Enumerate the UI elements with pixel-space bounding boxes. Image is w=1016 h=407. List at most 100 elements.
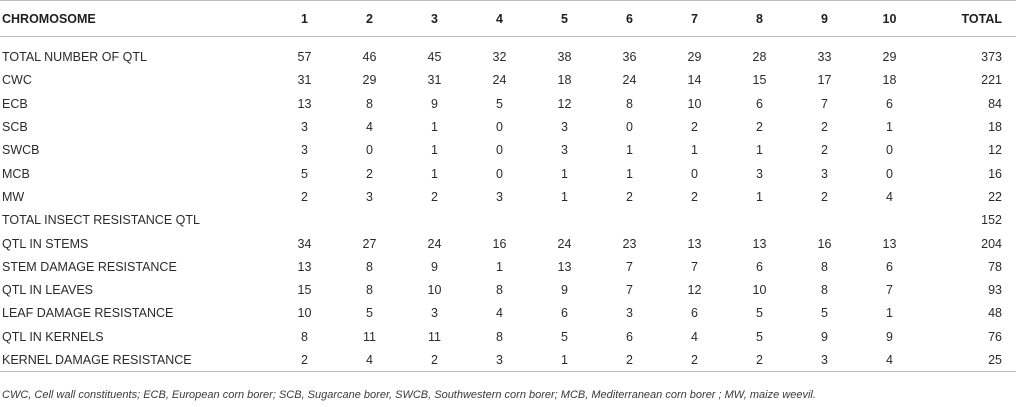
table-cell: 6 (886, 259, 893, 274)
table-row: TOTAL NUMBER OF QTL 57 46 45 32 38 36 29 28 33 29 3… (0, 46, 1016, 69)
table-cell: 2 (301, 189, 308, 204)
table-cell: 1 (496, 259, 503, 274)
table-cell: 4 (337, 348, 402, 373)
table-cell: 5 (301, 166, 308, 181)
table-cell: 0 (496, 120, 503, 135)
table-cell: 1 (756, 189, 763, 204)
table-cell (792, 209, 857, 232)
table-cell: 2 (821, 143, 828, 158)
table-cell: 0 (886, 143, 893, 158)
table-cell: 5 (821, 306, 828, 321)
table-cell: 8 (366, 259, 373, 274)
table-cell: 7 (626, 259, 633, 274)
row-label: MCB (2, 166, 30, 181)
table-cell: 9 (431, 96, 438, 111)
table-cell: 38 (557, 50, 572, 65)
table-cell: 2 (691, 189, 698, 204)
table-cell: 34 (297, 236, 312, 251)
table-cell: 8 (821, 259, 828, 274)
row-total: 76 (988, 329, 1002, 344)
header-column: 5 (532, 0, 597, 37)
table-cell: 2 (691, 120, 698, 135)
table-cell: 10 (427, 283, 442, 298)
table-cell: 7 (626, 283, 633, 298)
table-body: TOTAL NUMBER OF QTL 57 46 45 32 38 36 29 28 33 29 3… (0, 37, 1016, 373)
table-cell: 1 (626, 143, 633, 158)
table-cell: 6 (756, 259, 763, 274)
table-cell: 3 (496, 189, 503, 204)
table-cell: 3 (561, 143, 568, 158)
header-column: 2 (337, 0, 402, 37)
table-cell: 3 (431, 306, 438, 321)
table-cell: 4 (857, 348, 922, 373)
table-cell: 1 (431, 143, 438, 158)
table-cell: 32 (492, 50, 507, 65)
table-cell: 29 (362, 73, 377, 88)
table-cell (337, 209, 402, 232)
table-row: MCB 5 2 1 0 1 1 0 3 3 0 16 (0, 162, 1016, 185)
table-cell: 4 (366, 120, 373, 135)
header-column: 6 (597, 0, 662, 37)
header-column: 8 (727, 0, 792, 37)
table-cell: 24 (622, 73, 637, 88)
table-cell: 11 (363, 329, 376, 344)
row-label: MW (2, 189, 25, 204)
row-total: 78 (988, 259, 1002, 274)
table-row: QTL IN KERNELS 8 11 11 8 5 6 4 5 9 9 76 (0, 325, 1016, 348)
header-chromosome: CHROMOSOME (0, 0, 272, 37)
table-cell: 2 (366, 166, 373, 181)
table-cell: 5 (366, 306, 373, 321)
table-cell: 15 (297, 283, 312, 298)
table-cell: 2 (821, 120, 828, 135)
row-label: KERNEL DAMAGE RESISTANCE (0, 348, 272, 373)
table-cell: 6 (561, 306, 568, 321)
row-total: 152 (981, 213, 1002, 228)
table-cell: 1 (561, 189, 568, 204)
table-cell: 8 (301, 329, 308, 344)
table-cell: 10 (752, 283, 767, 298)
row-label: QTL IN KERNELS (2, 329, 104, 344)
table-cell: 13 (557, 259, 572, 274)
table-cell: 11 (428, 329, 441, 344)
row-label: TOTAL INSECT RESISTANCE QTL (2, 213, 200, 228)
header-total: TOTAL (922, 0, 1016, 37)
qtl-table: CHROMOSOME 1 2 3 4 5 6 7 8 9 10 TOTAL TOTAL NUMBER… (0, 0, 1016, 373)
table-cell: 9 (431, 259, 438, 274)
table-cell (857, 209, 922, 232)
table-row: STEM DAMAGE RESISTANCE 13 8 9 1 13 7 7 6 8 6 78 (0, 255, 1016, 278)
header-column: 9 (792, 0, 857, 37)
row-total: 84 (988, 96, 1002, 111)
table-cell: 2 (431, 189, 438, 204)
row-label: CWC (2, 73, 32, 88)
table-cell: 2 (272, 348, 337, 373)
table-cell: 3 (821, 166, 828, 181)
table-cell: 7 (821, 96, 828, 111)
table-cell: 14 (687, 73, 702, 88)
table-cell (272, 209, 337, 232)
table-cell: 3 (366, 189, 373, 204)
table-cell: 0 (626, 120, 633, 135)
table-cell: 10 (687, 96, 702, 111)
table-row: CWC 31 29 31 24 18 24 14 15 17 18 221 (0, 69, 1016, 92)
table-cell: 3 (561, 120, 568, 135)
table-cell: 16 (817, 236, 832, 251)
table-cell: 8 (366, 283, 373, 298)
table-cell: 2 (821, 189, 828, 204)
table-cell: 33 (817, 50, 832, 65)
table-cell: 31 (427, 73, 442, 88)
table-cell: 0 (496, 143, 503, 158)
table-cell: 8 (496, 329, 503, 344)
header-column: 3 (402, 0, 467, 37)
header-column: 4 (467, 0, 532, 37)
table-cell: 6 (626, 329, 633, 344)
table-cell: 7 (691, 259, 698, 274)
row-label: ECB (2, 96, 28, 111)
table-cell: 2 (727, 348, 792, 373)
table-cell: 13 (297, 96, 312, 111)
row-total: 22 (988, 189, 1002, 204)
table-cell (597, 209, 662, 232)
table-cell: 1 (532, 348, 597, 373)
table-cell: 36 (622, 50, 637, 65)
table-cell: 57 (297, 50, 312, 65)
table-cell: 0 (691, 166, 698, 181)
